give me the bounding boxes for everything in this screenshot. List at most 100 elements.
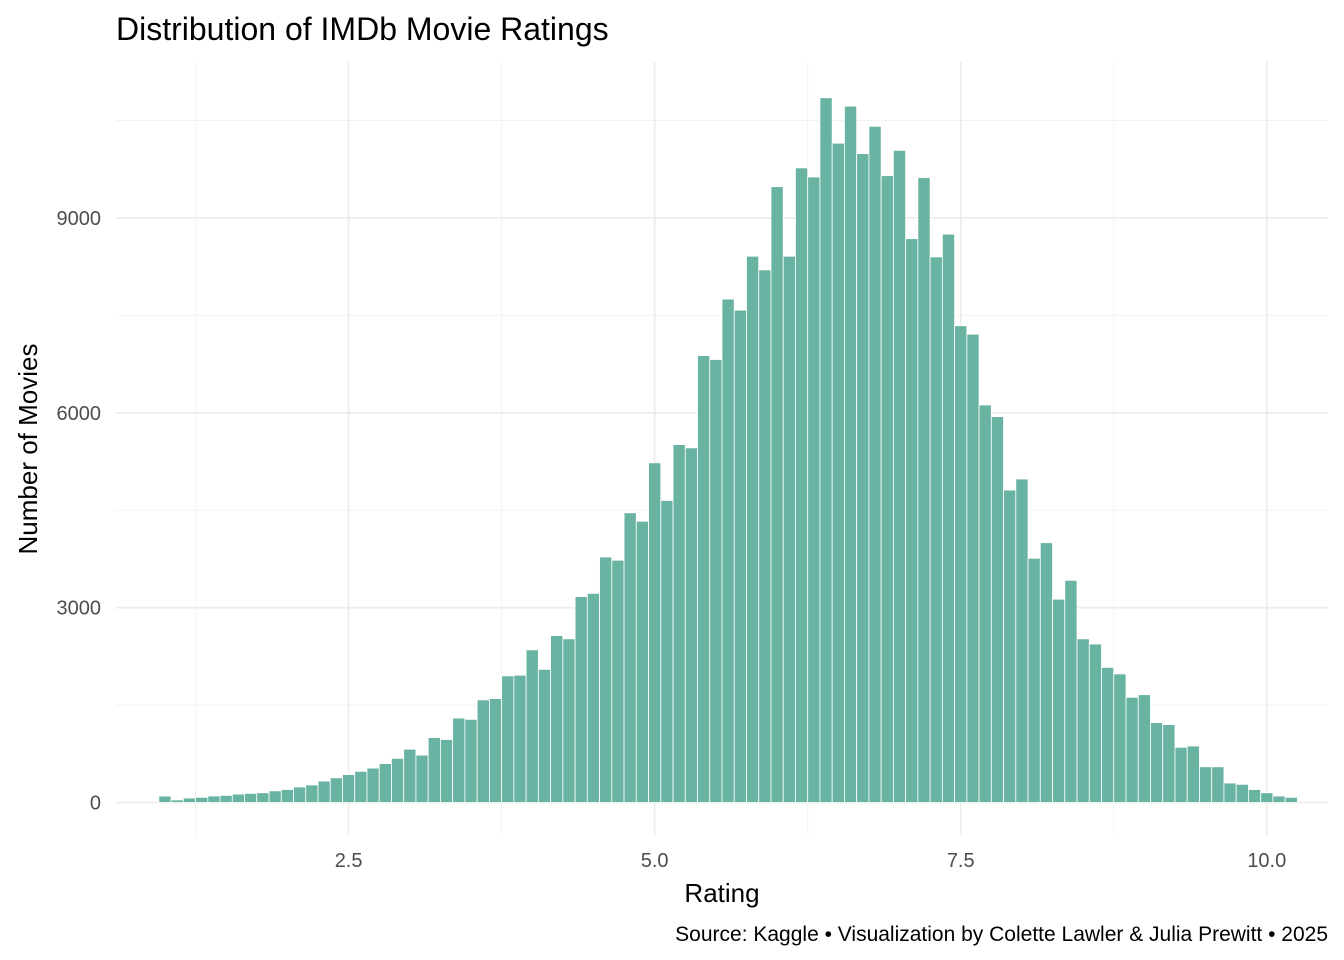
histogram-bar-72 (1039, 542, 1053, 803)
histogram-bar-46 (721, 298, 735, 803)
histogram-bar-56 (844, 105, 858, 803)
histogram-bar-27 (488, 698, 503, 803)
histogram-bar-14 (329, 777, 343, 803)
histogram-bar-4 (207, 795, 221, 803)
histogram-bar-65 (954, 325, 968, 803)
histogram-bar-82 (1162, 724, 1176, 803)
histogram-bar-37 (611, 559, 625, 803)
histogram-bar-77 (1101, 667, 1115, 803)
histogram-bar-66 (966, 333, 980, 803)
histogram-bar-20 (403, 748, 417, 803)
histogram-bar-78 (1113, 673, 1127, 803)
histogram-bar-67 (978, 404, 992, 803)
histogram-bar-31 (537, 668, 552, 803)
histogram-bar-42 (672, 444, 686, 803)
histogram-bar-36 (599, 556, 613, 803)
histogram-bar-8 (256, 792, 270, 803)
histogram-bar-90 (1260, 792, 1274, 803)
y-tick-label-3: 9000 (57, 208, 102, 230)
histogram-bar-41 (660, 500, 674, 803)
histogram-bar-80 (1137, 694, 1151, 803)
histogram-bar-64 (941, 233, 956, 803)
x-tick-label-3: 10.0 (1247, 850, 1286, 872)
histogram-bar-9 (268, 790, 282, 803)
histogram-bar-51 (782, 255, 796, 803)
histogram-bar-12 (305, 784, 319, 803)
histogram-bar-89 (1248, 789, 1262, 803)
histogram-bar-47 (733, 309, 747, 803)
histogram-bar-91 (1272, 795, 1286, 803)
histogram-bar-21 (415, 754, 429, 803)
histogram-bar-32 (550, 635, 564, 803)
histogram-bar-70 (1015, 478, 1029, 803)
histogram-bar-63 (929, 256, 943, 803)
histogram-bar-84 (1186, 745, 1200, 803)
histogram-bar-43 (684, 447, 698, 803)
histogram-bar-15 (342, 774, 356, 803)
histogram-bar-69 (1003, 489, 1017, 803)
histogram-bar-53 (807, 176, 821, 803)
histogram-bar-34 (574, 596, 588, 803)
histogram-bars (158, 97, 1298, 803)
histogram-bar-26 (476, 699, 490, 803)
histogram-bar-85 (1199, 766, 1213, 803)
histogram-bar-49 (758, 269, 772, 803)
histogram-bar-33 (562, 638, 576, 803)
histogram-bar-87 (1223, 782, 1237, 803)
y-tick-label-0: 0 (90, 793, 101, 815)
histogram-bar-76 (1088, 643, 1102, 803)
histogram-bar-68 (990, 416, 1004, 803)
histogram-bar-7 (244, 793, 258, 803)
histogram-bar-38 (623, 512, 637, 803)
histogram-bar-79 (1125, 696, 1139, 803)
x-axis-ticks: 2.5 5.0 7.5 10.0 (335, 850, 1287, 872)
histogram-bar-2 (182, 797, 196, 803)
histogram-bar-58 (868, 125, 882, 803)
histogram-bar-71 (1027, 557, 1041, 803)
histogram-bar-35 (586, 592, 600, 803)
y-tick-label-1: 3000 (57, 598, 102, 620)
histogram-bar-83 (1174, 746, 1188, 803)
histogram-bar-45 (709, 359, 723, 803)
histogram-bar-1 (170, 799, 184, 803)
histogram-bar-57 (856, 153, 870, 803)
histogram-bar-88 (1235, 783, 1249, 803)
histogram-bar-60 (892, 149, 907, 803)
histogram-bar-59 (880, 175, 894, 803)
histogram-bar-16 (354, 770, 368, 803)
histogram-bar-17 (366, 767, 380, 803)
histogram-bar-44 (697, 355, 711, 803)
histogram-bar-30 (525, 649, 539, 803)
chart-title: Distribution of IMDb Movie Ratings (116, 11, 609, 47)
y-axis-title: Number of Movies (13, 344, 43, 555)
histogram-bar-10 (280, 789, 294, 803)
histogram-bar-19 (391, 757, 405, 803)
x-tick-label-0: 2.5 (335, 850, 363, 872)
histogram-bar-13 (317, 780, 331, 803)
histogram-bar-92 (1284, 796, 1298, 803)
histogram-bar-25 (464, 718, 478, 803)
histogram-bar-22 (427, 737, 441, 803)
histogram-bar-75 (1076, 638, 1090, 803)
histogram-bar-29 (513, 674, 527, 803)
histogram-bar-28 (501, 675, 515, 803)
histogram-bar-40 (648, 462, 662, 803)
histogram-bar-5 (219, 794, 233, 803)
histogram-bar-52 (795, 167, 809, 803)
histogram-bar-86 (1211, 766, 1225, 803)
x-tick-label-1: 5.0 (641, 850, 669, 872)
y-tick-label-2: 6000 (57, 403, 102, 425)
x-tick-label-2: 7.5 (947, 850, 975, 872)
y-axis-ticks: 0 3000 6000 9000 (57, 208, 102, 815)
histogram-bar-74 (1064, 579, 1078, 803)
histogram-bar-18 (378, 763, 392, 803)
histogram-bar-61 (905, 238, 919, 803)
histogram-bar-62 (917, 177, 931, 803)
histogram-bar-48 (746, 255, 760, 803)
histogram-bar-0 (158, 795, 172, 803)
histogram-bar-3 (195, 796, 209, 803)
histogram-bar-11 (293, 786, 307, 803)
histogram-bar-50 (770, 186, 784, 803)
histogram-bar-55 (831, 142, 845, 803)
